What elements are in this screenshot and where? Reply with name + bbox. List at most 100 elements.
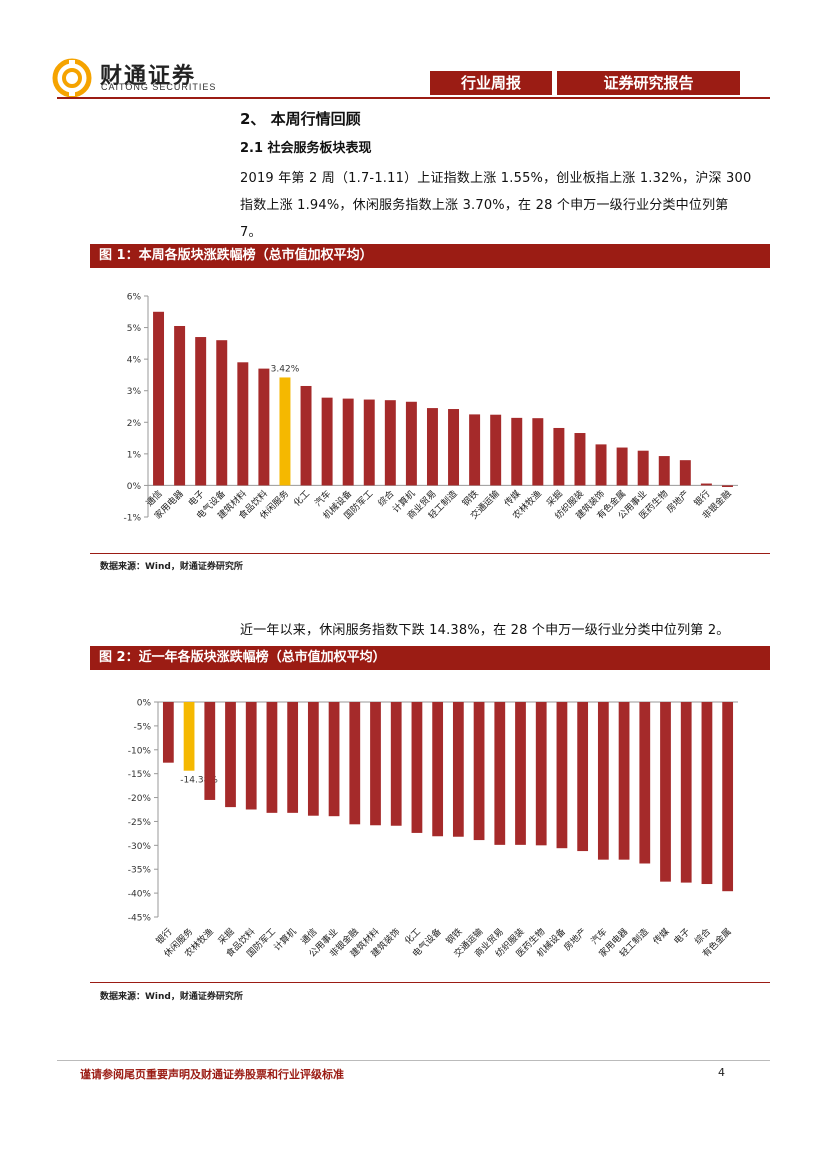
bar [680,702,692,883]
sub-heading: 2.1 社会服务板块表现 [240,141,372,156]
bar [577,702,589,852]
y-tick-label: 6% [127,293,142,303]
y-tick-label: 5% [127,324,142,334]
bar [307,702,319,816]
y-tick-label: -35% [128,866,152,876]
bar [162,702,174,763]
bar [287,702,299,813]
bar [535,702,547,846]
bar [258,368,270,486]
bar [245,702,257,810]
y-tick-label: 3% [127,387,142,397]
report-type-tag: 行业周报 [430,71,552,95]
x-tick-label: 房地产 [664,488,692,516]
figure-1-rule [90,553,770,554]
figure-1-title: 图 1：本周各版块涨跌幅榜（总市值加权平均） [90,244,770,268]
logo [52,58,92,98]
bar [237,362,249,486]
bar [448,409,460,486]
paragraph-line: 2019 年第 2 周（1.7-1.11）上证指数上涨 1.55%，创业板指上涨… [240,171,752,186]
bar [639,702,651,864]
y-tick-label: -30% [128,842,152,852]
bar [216,340,228,486]
bar [532,418,544,486]
figure-2-title: 图 2：近一年各版块涨跌幅榜（总市值加权平均） [90,646,770,670]
footer-rule [57,1060,770,1061]
x-tick-label: 房地产 [561,926,589,954]
bar [426,408,438,486]
y-tick-label: -10% [128,746,152,756]
bar [658,456,670,486]
bar [390,702,402,826]
y-tick-label: 0% [137,699,152,709]
bar [363,399,375,486]
data-label: 3.42% [271,364,300,374]
bar [616,447,628,486]
bar [722,702,734,892]
bar [349,702,361,825]
paragraph-yearly: 近一年以来，休闲服务指数下跌 14.38%，在 28 个申万一级行业分类中位列第… [240,623,730,638]
figure-2-source: 数据来源：Wind，财通证券研究所 [100,992,243,1002]
y-tick-label: 0% [127,482,142,492]
x-tick-label: 化工 [291,488,312,509]
bar [701,702,713,885]
brand-name-en: CAITONG SECURITIES [101,82,217,92]
header-rule [57,97,770,99]
bar [660,702,671,882]
caitong-logo-icon [52,58,92,98]
bar [195,337,207,486]
bar [553,427,565,486]
bar [618,702,630,860]
bar [405,401,417,486]
page-number: 4 [718,1066,725,1079]
y-tick-label: -5% [133,722,151,732]
y-tick-label: -45% [128,914,152,924]
bar [700,483,712,486]
x-tick-label: 电子 [671,926,692,947]
bar [515,702,526,845]
figure-1-source: 数据来源：Wind，财通证券研究所 [100,562,243,572]
y-tick-label: -1% [123,514,141,524]
bar [679,460,691,486]
bar [452,702,464,837]
bar [511,417,523,486]
footer-disclaimer: 谨请参阅尾页重要声明及财通证券股票和行业评级标准 [80,1068,344,1081]
bar [279,377,291,486]
y-tick-label: -20% [128,794,152,804]
figure-2-chart: 0%-5%-10%-15%-20%-25%-30%-35%-40%-45%银行休… [128,699,738,960]
bar [174,325,186,486]
bar [300,385,312,486]
bar [490,414,502,486]
bar [225,702,236,808]
y-tick-label: 4% [127,356,142,366]
bar [321,397,333,486]
y-tick-label: -15% [128,770,152,780]
x-tick-label: 传媒 [650,926,671,947]
x-tick-label: 计算机 [271,926,299,954]
bar [411,702,423,833]
brand-name: 财通证券 [100,64,197,89]
data-label: -14.38% [180,776,218,786]
y-tick-label: -40% [128,890,152,900]
bar [469,414,481,486]
bar [721,485,733,488]
report-category-tag: 证券研究报告 [557,71,740,95]
bar [432,702,444,837]
bar [266,702,278,813]
bar [183,702,195,771]
bar [153,311,165,486]
bar [574,433,586,486]
bar [595,444,607,486]
bar [494,702,506,845]
bar [597,702,609,860]
paragraph-line: 7。 [240,225,262,240]
bar [637,450,649,486]
bar [328,702,340,817]
paragraph-line: 指数上涨 1.94%，休闲服务指数上涨 3.70%，在 28 个申万一级行业分类… [240,198,729,213]
paragraph-weekly: 2019 年第 2 周（1.7-1.11）上证指数上涨 1.55%，创业板指上涨… [240,165,760,246]
figure-2-rule [90,982,770,983]
bar [473,702,485,841]
y-tick-label: -25% [128,818,152,828]
bar [204,702,216,800]
